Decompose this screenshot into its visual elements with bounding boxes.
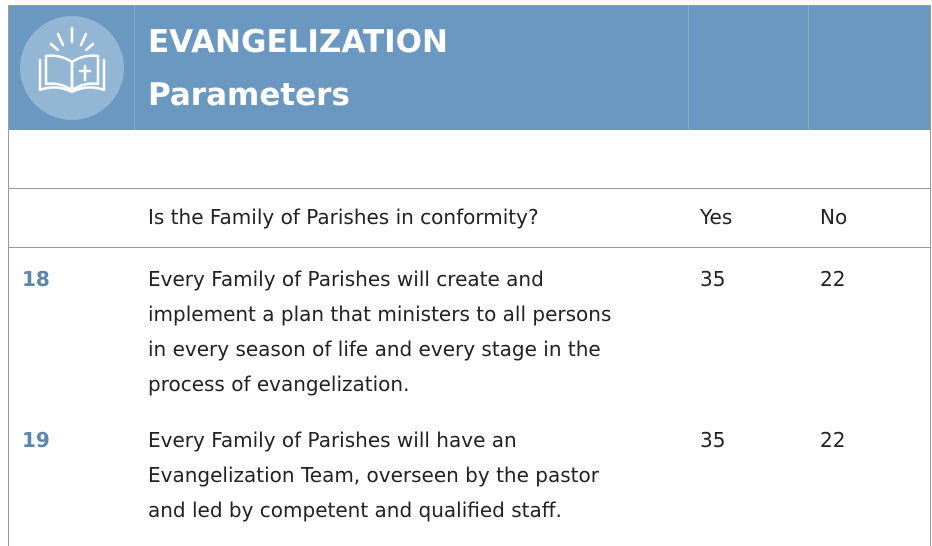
column-header: Yes <box>700 205 733 229</box>
row-text: Every Family of Parishes will have an <box>148 428 517 452</box>
yes-count: 35 <box>700 428 726 452</box>
row-line <box>9 188 930 189</box>
row-text: Evangelization Team, overseen by the pas… <box>148 463 599 487</box>
yes-count: 35 <box>700 267 726 291</box>
title: Parameters <box>148 77 350 113</box>
no-count: 22 <box>820 428 846 452</box>
row-text: implement a plan that ministers to all p… <box>148 302 612 326</box>
row-text: in every season of life and every stage … <box>148 337 601 361</box>
row-text: Every Family of Parishes will create and <box>148 267 544 291</box>
header-divider <box>134 6 135 130</box>
frame <box>8 5 931 546</box>
header-band <box>9 6 930 130</box>
row-text: and led by competent and qualified staff… <box>148 498 562 522</box>
title: EVANGELIZATION <box>148 24 448 60</box>
row-number: 18 <box>22 267 50 291</box>
row-text: process of evangelization. <box>148 372 410 396</box>
bible-icon <box>20 16 124 120</box>
column-header: No <box>820 205 848 229</box>
row-number: 19 <box>22 428 50 452</box>
column-header: Is the Family of Parishes in conformity? <box>148 205 539 229</box>
no-count: 22 <box>820 267 846 291</box>
header-divider <box>688 6 689 130</box>
header-divider <box>808 6 809 130</box>
row-line <box>9 247 930 248</box>
